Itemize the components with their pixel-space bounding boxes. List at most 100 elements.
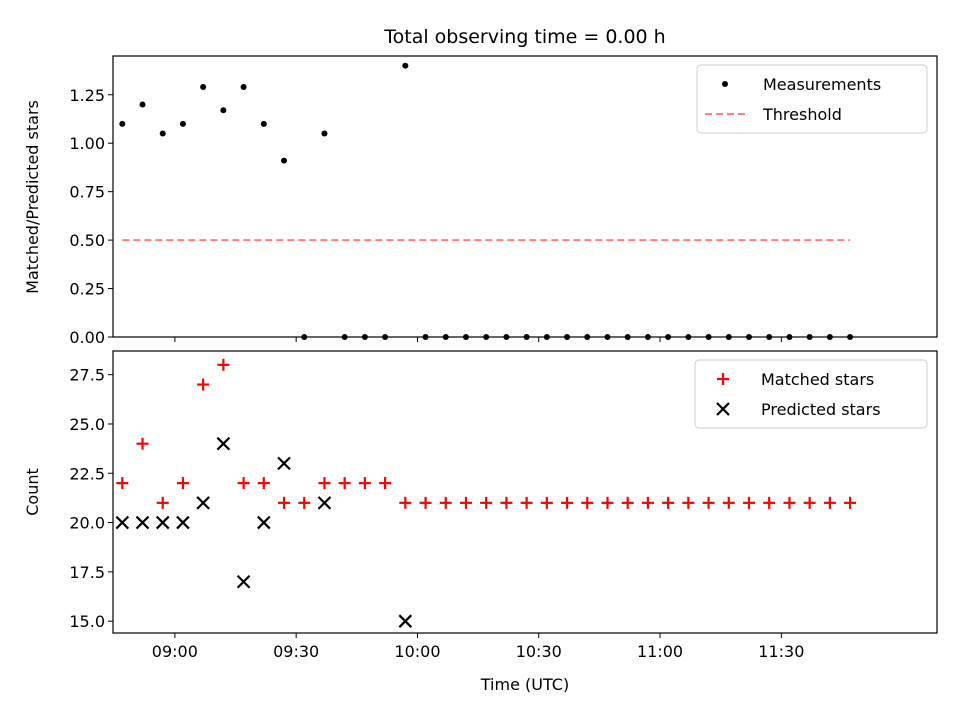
bottom-legend: Matched stars Predicted stars (694, 359, 928, 429)
legend-measurement-swatch (722, 81, 728, 87)
matched-star-point (601, 496, 614, 509)
top-ytick-label: 0.25 (69, 280, 105, 299)
matched-star-point (520, 496, 533, 509)
legend-predicted-swatch-b (716, 402, 730, 416)
matched-star-point (176, 477, 189, 490)
top-ytick-label: 0.00 (69, 328, 105, 347)
matched-star-point (318, 477, 331, 490)
x-b (398, 614, 413, 628)
matched-star-point (419, 496, 432, 509)
measurement-point (159, 130, 166, 137)
bottom-xtick-label: 09:30 (273, 642, 319, 661)
matched-star-point (136, 437, 149, 450)
top-axes-frame (112, 55, 938, 338)
bottom-panel: 15.0 17.5 20.0 22.5 25.0 27.5 09:00 09:30 10:00… (23, 350, 938, 694)
predicted-star-point (115, 515, 130, 530)
bottom-xtick-label: 10:30 (516, 642, 562, 661)
x-b (155, 515, 170, 530)
measurement-point (281, 157, 288, 164)
matched-star-point (480, 496, 493, 509)
matched-star-point (257, 477, 270, 490)
measurement-point (119, 120, 126, 127)
bottom-ytick-label: 22.5 (69, 464, 105, 483)
matched-star-point (379, 477, 392, 490)
matched-star-point (763, 496, 776, 509)
bottom-xtick-label: 10:00 (394, 642, 440, 661)
predicted-star-point (317, 496, 332, 510)
matched-star-point (662, 496, 675, 509)
matched-star-point (844, 496, 857, 509)
matched-star-point (156, 496, 169, 509)
top-ytick-label: 1.25 (69, 86, 105, 105)
bottom-ytick-label: 20.0 (69, 514, 105, 533)
predicted-star-point (196, 496, 210, 510)
matched-star-point (742, 496, 755, 509)
matched-star-point (399, 496, 412, 509)
bottom-ytick-label: 25.0 (69, 415, 105, 434)
x-b (317, 496, 332, 510)
matched-star-point (581, 496, 594, 509)
top-ytick-label: 0.50 (69, 231, 105, 250)
measurement-point (220, 107, 227, 114)
x-b (216, 436, 231, 451)
predicted-star-point (398, 614, 413, 628)
predicted-star-point (135, 515, 150, 530)
matched-star-point (278, 496, 291, 509)
matched-star-point (197, 378, 210, 391)
bottom-legend-box (694, 359, 928, 429)
legend-entry-label: Threshold (762, 105, 842, 124)
top-legend-box (696, 64, 928, 134)
matched-star-point (783, 496, 796, 509)
x-b (236, 574, 251, 589)
top-panel: 0.00 0.25 0.50 0.75 1.00 1.25 Matched/Predict… (23, 55, 938, 347)
bottom-ytick-label: 27.5 (69, 366, 105, 385)
matched-star-point (116, 477, 129, 490)
x-b (135, 515, 150, 530)
predicted-star-point (236, 574, 251, 589)
bottom-xtick-label: 09:00 (152, 642, 198, 661)
matched-star-point (298, 496, 311, 509)
x-b (176, 515, 190, 530)
bottom-xlabel: Time (UTC) (480, 675, 569, 694)
bottom-xtick-label: 11:00 (637, 642, 683, 661)
matched-star-point (702, 496, 715, 509)
predicted-star-point (176, 515, 190, 530)
bottom-xtick-label: 11:30 (758, 642, 804, 661)
measurement-point (240, 84, 247, 91)
predicted-star-point (257, 515, 271, 530)
measurement-point (179, 120, 186, 127)
matched-star-point (722, 496, 735, 509)
measurement-point (260, 120, 267, 127)
legend-entry-label: Measurements (763, 75, 881, 94)
matched-star-point (682, 496, 695, 509)
matched-star-point (338, 477, 351, 490)
matched-star-point (459, 496, 472, 509)
bottom-ylabel: Count (23, 468, 42, 516)
top-legend: Measurements Threshold (696, 64, 928, 134)
top-ytick-label: 0.75 (69, 183, 105, 202)
bottom-axes-frame (112, 350, 938, 634)
matched-star-point (803, 496, 816, 509)
top-ytick-label: 1.00 (69, 134, 105, 153)
x-b (277, 456, 291, 471)
legend-entry-label: Matched stars (761, 370, 874, 389)
legend-entry-label: Predicted stars (761, 400, 881, 419)
matched-star-point (237, 477, 250, 490)
matched-star-point (621, 496, 634, 509)
predicted-star-point (216, 436, 231, 451)
matched-star-point (358, 477, 371, 490)
matched-star-point (217, 358, 230, 371)
bottom-ytick-label: 17.5 (69, 563, 105, 582)
matched-star-point (439, 496, 452, 509)
bottom-ytick-label: 15.0 (69, 612, 105, 631)
measurement-point (321, 130, 328, 137)
matched-star-point (823, 496, 836, 509)
top-ylabel: Matched/Predicted stars (23, 100, 42, 294)
x-b (115, 515, 130, 530)
measurement-point (402, 62, 409, 69)
x-b (196, 496, 210, 510)
x-b (257, 515, 271, 530)
predicted-star-point (155, 515, 170, 530)
matched-star-point (540, 496, 553, 509)
